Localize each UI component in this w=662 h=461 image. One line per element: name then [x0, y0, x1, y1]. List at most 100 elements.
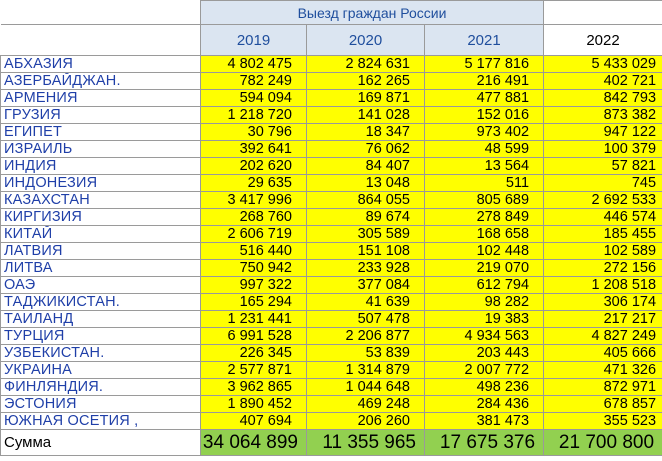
value-cell: 185 455 [543, 225, 662, 243]
value-cell: 2 206 877 [306, 327, 425, 345]
value-cell: 29 635 [200, 174, 307, 192]
country-cell: ИНДОНЕЗИЯ [0, 174, 201, 192]
country-cell: ИЗРАИЛЬ [0, 140, 201, 158]
value-cell: 477 881 [423, 89, 545, 107]
value-cell: 102 448 [423, 242, 545, 260]
country-cell: ТАДЖИКИСТАН. [0, 293, 201, 311]
total-value-cell: 17 675 376 [423, 429, 545, 456]
total-value-cell: 34 064 899 [200, 429, 307, 456]
table-row: ЛАТВИЯ 516 440 151 108 102 448 102 589 [0, 242, 662, 260]
value-cell: 498 236 [423, 378, 545, 396]
country-cell: ТУРЦИЯ [0, 327, 201, 345]
year-2020-header: 2020 [306, 24, 425, 56]
value-cell: 4 934 563 [423, 327, 545, 345]
value-cell: 2 824 631 [306, 55, 425, 73]
value-cell: 842 793 [543, 89, 662, 107]
table-row: ТУРЦИЯ 6 991 528 2 206 877 4 934 563 4 827 2… [0, 327, 662, 345]
value-cell: 678 857 [543, 395, 662, 413]
value-cell: 18 347 [306, 123, 425, 141]
value-cell: 233 928 [306, 259, 425, 277]
value-cell: 151 108 [306, 242, 425, 260]
value-cell: 169 871 [306, 89, 425, 107]
value-cell: 745 [543, 174, 662, 192]
value-cell: 381 473 [423, 412, 545, 430]
value-cell: 217 217 [543, 310, 662, 328]
value-cell: 471 326 [543, 361, 662, 379]
value-cell: 5 177 816 [423, 55, 545, 73]
table-row: ИЗРАИЛЬ 392 641 76 062 48 599 100 379 [0, 140, 662, 158]
value-cell: 2 007 772 [423, 361, 545, 379]
country-cell: ФИНЛЯНДИЯ. [0, 378, 201, 396]
country-cell: ТАИЛАНД [0, 310, 201, 328]
table-row: ИНДОНЕЗИЯ 29 635 13 048 511 745 [0, 174, 662, 192]
value-cell: 864 055 [306, 191, 425, 209]
country-cell: КИРГИЗИЯ [0, 208, 201, 226]
country-cell: ЮЖНАЯ ОСЕТИЯ , [0, 412, 201, 430]
value-cell: 750 942 [200, 259, 307, 277]
value-cell: 57 821 [543, 157, 662, 175]
value-cell: 202 620 [200, 157, 307, 175]
value-cell: 48 599 [423, 140, 545, 158]
value-cell: 268 760 [200, 208, 307, 226]
value-cell: 873 382 [543, 106, 662, 124]
value-cell: 219 070 [423, 259, 545, 277]
table-row: ГРУЗИЯ 1 218 720 141 028 152 016 873 382 [0, 106, 662, 124]
table-row: КАЗАХСТАН 3 417 996 864 055 805 689 2 692 53… [0, 191, 662, 209]
value-cell: 2 606 719 [200, 225, 307, 243]
value-cell: 278 849 [423, 208, 545, 226]
value-cell: 13 564 [423, 157, 545, 175]
value-cell: 206 260 [306, 412, 425, 430]
value-cell: 1 231 441 [200, 310, 307, 328]
table-row: АРМЕНИЯ 594 094 169 871 477 881 842 793 [0, 89, 662, 107]
country-cell: АБХАЗИЯ [0, 55, 201, 73]
value-cell: 392 641 [200, 140, 307, 158]
table-row: ЮЖНАЯ ОСЕТИЯ , 407 694 206 260 381 473 355 5… [0, 412, 662, 430]
table-row: ОАЭ 997 322 377 084 612 794 1 208 518 [0, 276, 662, 294]
country-cell: ОАЭ [0, 276, 201, 294]
country-cell: АРМЕНИЯ [0, 89, 201, 107]
value-cell: 76 062 [306, 140, 425, 158]
value-cell: 162 265 [306, 72, 425, 90]
country-cell: ЛАТВИЯ [0, 242, 201, 260]
value-cell: 3 417 996 [200, 191, 307, 209]
country-cell: ЭСТОНИЯ [0, 395, 201, 413]
value-cell: 872 971 [543, 378, 662, 396]
value-cell: 305 589 [306, 225, 425, 243]
table-title: Выезд граждан России [199, 0, 545, 25]
value-cell: 805 689 [423, 191, 545, 209]
value-cell: 203 443 [423, 344, 545, 362]
value-cell: 469 248 [306, 395, 425, 413]
value-cell: 3 962 865 [200, 378, 307, 396]
value-cell: 216 491 [423, 72, 545, 90]
value-cell: 284 436 [423, 395, 545, 413]
total-value-cell: 11 355 965 [306, 429, 425, 456]
value-cell: 19 383 [423, 310, 545, 328]
value-cell: 1 208 518 [543, 276, 662, 294]
value-cell: 168 658 [423, 225, 545, 243]
table-row: УКРАИНА 2 577 871 1 314 879 2 007 772 471 32… [0, 361, 662, 379]
value-cell: 2 577 871 [200, 361, 307, 379]
table-row: АЗЕРБАЙДЖАН. 782 249 162 265 216 491 402 721 [0, 72, 662, 90]
year-2021-header: 2021 [423, 24, 545, 56]
value-cell: 6 991 528 [200, 327, 307, 345]
value-cell: 997 322 [200, 276, 307, 294]
total-label: Сумма [0, 429, 201, 456]
value-cell: 405 666 [543, 344, 662, 362]
table-row: ТАИЛАНД 1 231 441 507 478 19 383 217 217 [0, 310, 662, 328]
table-row: ЛИТВА 750 942 233 928 219 070 272 156 [0, 259, 662, 277]
value-cell: 165 294 [200, 293, 307, 311]
value-cell: 594 094 [200, 89, 307, 107]
value-cell: 4 802 475 [200, 55, 307, 73]
value-cell: 89 674 [306, 208, 425, 226]
table-row: ИНДИЯ 202 620 84 407 13 564 57 821 [0, 157, 662, 175]
country-cell: УКРАИНА [0, 361, 201, 379]
country-cell: УЗБЕКИСТАН. [0, 344, 201, 362]
value-cell: 511 [423, 174, 545, 192]
value-cell: 30 796 [200, 123, 307, 141]
value-cell: 53 839 [306, 344, 425, 362]
table-row: УЗБЕКИСТАН. 226 345 53 839 203 443 405 666 [0, 344, 662, 362]
value-cell: 4 827 249 [543, 327, 662, 345]
corner-cell-2 [0, 24, 201, 56]
value-cell: 612 794 [423, 276, 545, 294]
